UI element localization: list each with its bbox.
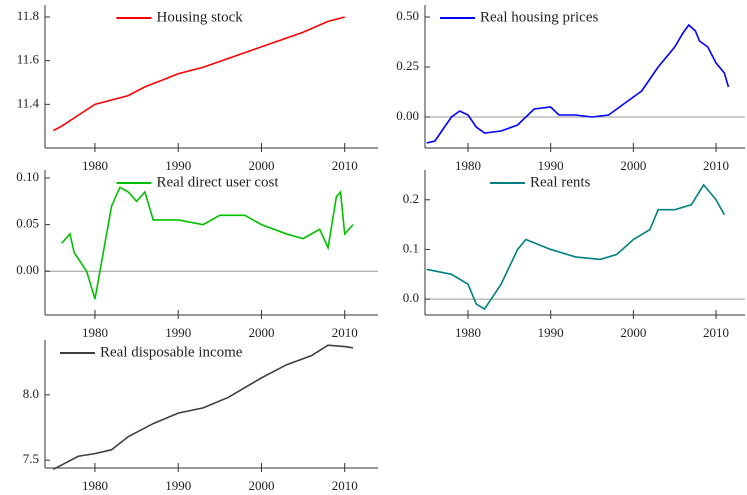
x-tick-label: 1980 [82,478,108,493]
data-line [52,344,354,471]
x-tick-label: 1980 [82,325,108,340]
data-line [426,183,726,311]
x-tick-label: 1980 [82,158,108,173]
x-tick-label: 1990 [165,478,191,493]
x-tick-label: 2010 [332,158,358,173]
y-tick-label: 11.8 [17,8,39,23]
x-tick-label: 2010 [332,325,358,340]
data-line [61,186,354,300]
x-tick-label: 2000 [620,325,646,340]
x-tick-label: 1980 [455,158,481,173]
x-tick-label: 2010 [703,158,729,173]
y-tick-label: 7.5 [23,451,39,466]
x-tick-label: 1990 [538,158,564,173]
legend-text: Real rents [530,174,591,190]
y-tick-label: 0.0 [403,290,419,305]
y-tick-label: 8.0 [23,386,39,401]
y-tick-label: 0.25 [396,58,419,73]
x-tick-label: 2000 [248,158,274,173]
legend-text: Real housing prices [480,9,598,25]
x-tick-label: 2000 [248,478,274,493]
y-tick-label: 0.50 [396,8,419,23]
x-tick-label: 1990 [165,158,191,173]
y-tick-label: 0.00 [396,108,419,123]
x-tick-label: 1980 [455,325,481,340]
legend-text: Housing stock [157,9,244,25]
y-tick-label: 0.2 [403,191,419,206]
y-tick-label: 0.1 [403,240,419,255]
y-tick-label: 0.05 [16,216,39,231]
x-tick-label: 2000 [248,325,274,340]
x-tick-label: 1990 [538,325,564,340]
data-line [52,16,345,132]
legend-text: Real direct user cost [157,174,280,190]
y-tick-label: 11.6 [17,52,40,67]
y-tick-label: 11.4 [17,95,40,110]
x-tick-label: 2000 [620,158,646,173]
data-line [426,23,730,144]
x-tick-label: 1990 [165,325,191,340]
y-tick-label: 0.00 [16,262,39,277]
legend-text: Real disposable income [100,344,243,360]
x-tick-label: 2010 [703,325,729,340]
y-tick-label: 0.10 [16,169,39,184]
x-tick-label: 2010 [332,478,358,493]
